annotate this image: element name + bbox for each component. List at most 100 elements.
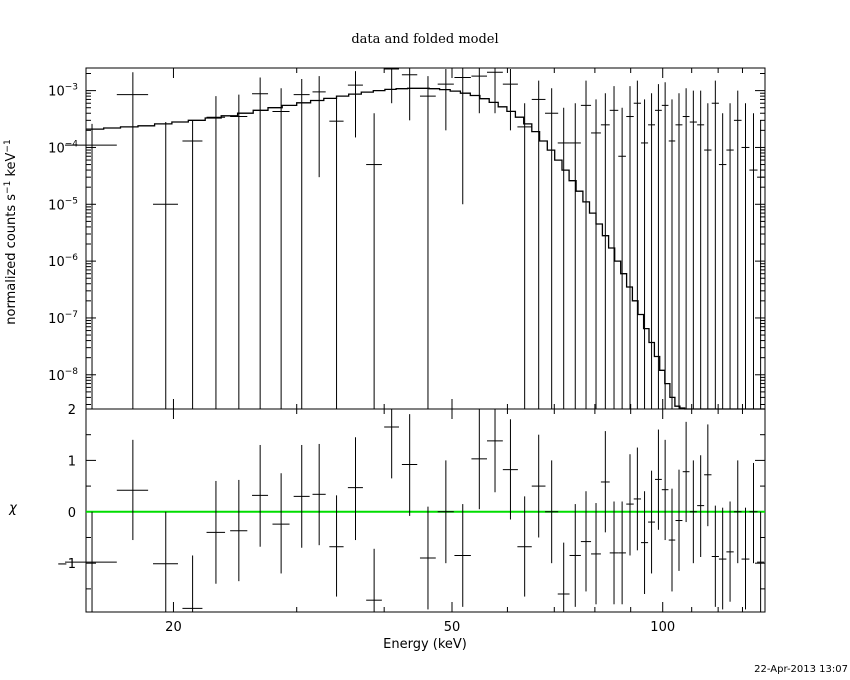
y-tick-label: 10−8 <box>48 367 78 384</box>
data-point <box>704 103 712 409</box>
residual-point <box>741 507 750 610</box>
data-point <box>726 103 734 409</box>
chart-title: data and folded model <box>351 32 498 47</box>
data-point <box>153 122 178 409</box>
residual-point <box>640 491 649 595</box>
residual-point <box>661 439 669 541</box>
data-point <box>640 99 649 409</box>
data-point <box>401 68 418 121</box>
data-point <box>182 120 203 409</box>
data-points <box>65 68 765 409</box>
residual-point <box>531 434 546 538</box>
upper-y-axis-label: normalized counts s−1 keV−1 <box>3 139 19 324</box>
data-point <box>419 76 436 409</box>
data-point <box>648 93 656 409</box>
data-point <box>230 94 248 409</box>
lower-tick-labels: −1 0 1 2 <box>57 403 76 572</box>
data-point <box>471 68 487 114</box>
residual-point <box>272 473 290 574</box>
data-point <box>741 103 750 409</box>
data-point <box>661 82 669 409</box>
data-point <box>272 88 290 409</box>
data-point <box>545 88 559 409</box>
y-tick-label: 10−5 <box>48 196 78 213</box>
residual-point <box>609 501 619 605</box>
data-point <box>437 69 454 131</box>
residual-point <box>633 447 641 551</box>
residual-point <box>230 479 248 582</box>
data-point <box>749 113 758 409</box>
data-point <box>569 103 581 409</box>
residual-point <box>471 409 487 510</box>
residual-point <box>65 511 117 612</box>
data-point <box>252 77 269 409</box>
residual-point <box>733 460 742 564</box>
data-point <box>626 86 634 409</box>
data-point <box>384 68 399 104</box>
lower-y-axis-label: χ <box>8 501 18 516</box>
residual-point <box>675 469 683 571</box>
data-point <box>711 80 719 409</box>
residual-point <box>689 460 697 564</box>
residual-point <box>557 542 570 612</box>
data-point <box>531 80 546 409</box>
residual-point <box>252 444 269 547</box>
y-tick-label: 10−4 <box>48 139 78 156</box>
data-point <box>347 71 363 138</box>
residual-point <box>347 437 363 541</box>
data-point <box>116 72 149 409</box>
upper-plot-frame <box>85 67 766 410</box>
data-point <box>502 69 518 131</box>
lower-panel: −1 0 1 2 χ <box>8 403 766 613</box>
residual-point <box>591 503 601 605</box>
model-group <box>86 87 765 410</box>
residual-point <box>366 548 382 612</box>
data-point <box>668 99 676 409</box>
residual-point <box>757 511 765 612</box>
residual-point <box>711 505 719 607</box>
residual-point <box>655 429 662 530</box>
residual-point <box>697 455 705 558</box>
y-tick-label: 10−3 <box>48 83 78 100</box>
data-point <box>486 68 503 114</box>
residual-point <box>454 504 471 607</box>
data-point <box>733 90 742 409</box>
residual-point <box>293 444 310 548</box>
data-point <box>600 93 610 409</box>
residual-point <box>182 555 203 612</box>
residual-point <box>384 409 399 479</box>
data-point <box>517 103 532 409</box>
residual-point <box>312 443 326 546</box>
data-point <box>312 76 326 178</box>
data-point <box>557 107 570 409</box>
residual-point <box>329 495 344 597</box>
x-axis-label: Energy (keV) <box>383 637 467 652</box>
data-point <box>757 120 765 409</box>
residual-point <box>517 496 532 597</box>
residual-point <box>600 431 610 533</box>
data-point <box>633 80 641 409</box>
residual-point <box>580 491 592 592</box>
x-tick-label: 100 <box>650 620 675 635</box>
data-point <box>618 107 626 409</box>
data-point <box>65 123 117 409</box>
data-point <box>697 90 705 409</box>
data-point <box>366 113 382 409</box>
y-tick-label: 10−7 <box>48 310 78 327</box>
data-point <box>689 90 697 409</box>
data-point <box>454 68 471 205</box>
data-point <box>655 84 662 409</box>
resid-y-tick-label: 0 <box>68 506 76 521</box>
resid-y-tick-label: −1 <box>57 557 76 572</box>
data-point <box>293 79 310 409</box>
data-point <box>580 80 592 409</box>
x-tick-labels: 20 50 100 <box>165 620 675 635</box>
data-point <box>718 113 727 409</box>
residual-point <box>545 460 559 564</box>
residual-point <box>648 470 656 574</box>
residual-point <box>116 439 149 541</box>
residual-point <box>704 424 712 527</box>
data-point <box>682 88 690 409</box>
residual-point <box>153 511 178 612</box>
